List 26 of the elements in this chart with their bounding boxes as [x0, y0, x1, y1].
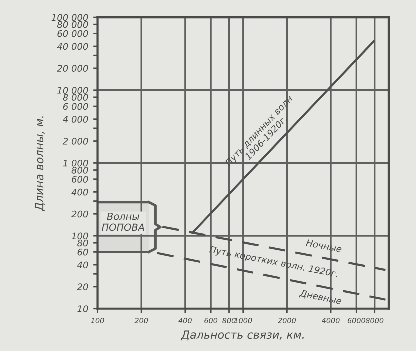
y-tick-label: 60 [78, 248, 88, 256]
y-tick-label: 20 [77, 284, 88, 291]
y-tick-label: 80 [78, 240, 88, 247]
y-tick-label: 10 [78, 306, 88, 312]
y-tick-label: 200 [72, 210, 88, 218]
y-tick-label: 6 000 [63, 103, 88, 110]
y-tick-label: 4 000 [63, 116, 88, 123]
y-tick-label: 600 [72, 176, 88, 183]
y-tick-label: 20 000 [57, 65, 88, 72]
y-tick-label: 10 000 [58, 87, 88, 94]
y-tick-label: 100 [72, 232, 88, 240]
y-tick-label: 400 [72, 188, 88, 196]
y-tick-label: 100 000 [52, 14, 88, 22]
band-label: Волны ПОПОВА [102, 213, 144, 232]
y-axis-title: Длина волны, м. [35, 116, 46, 212]
y-tick-label: 8 000 [63, 94, 88, 101]
y-tick-label: 40 [77, 262, 88, 269]
text: Дневные [299, 290, 342, 306]
text: Ночные [306, 239, 342, 253]
y-tick-label: 60 000 [58, 30, 88, 38]
y-tick-label: 800 [72, 167, 88, 174]
y-tick-label: 80 000 [57, 21, 88, 28]
y-tick-label: 2 000 [62, 138, 88, 145]
y-tick-label: 1 000 [63, 160, 88, 167]
x-axis-title: Дальность связи, км. [180, 330, 304, 341]
y-tick-label: 40 000 [57, 43, 88, 50]
